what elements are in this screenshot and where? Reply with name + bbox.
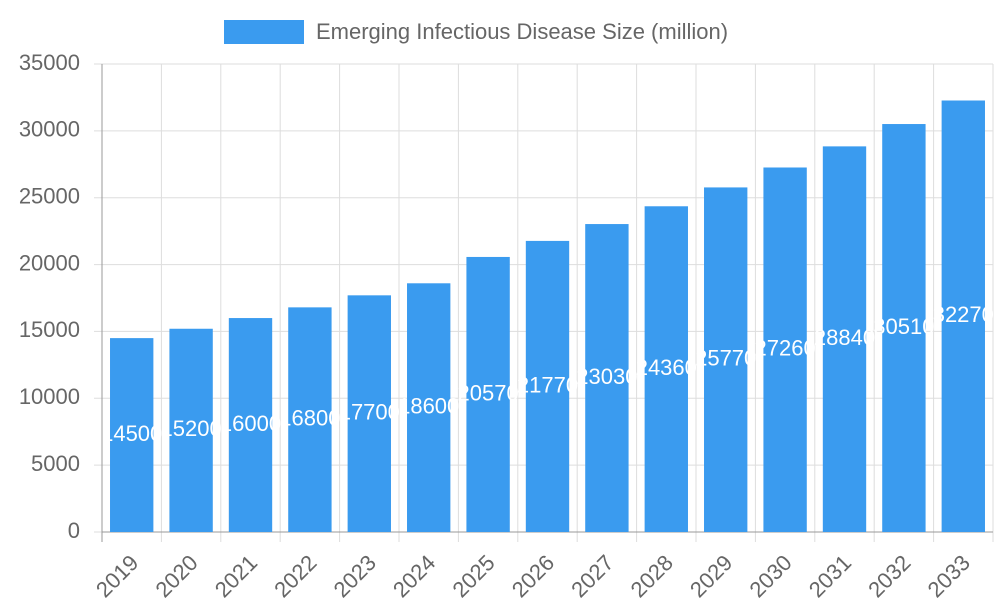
data-label: 14500 <box>101 421 162 446</box>
bar <box>585 224 629 532</box>
y-tick-label: 15000 <box>19 317 80 342</box>
bar <box>525 240 570 533</box>
legend-label: Emerging Infectious Disease Size (millio… <box>316 19 728 44</box>
x-tick-label: 2025 <box>447 550 499 600</box>
bar <box>110 338 154 532</box>
data-label: 20570 <box>458 380 519 405</box>
bar <box>704 187 748 533</box>
x-tick-label: 2023 <box>329 550 381 600</box>
bar <box>169 328 213 532</box>
data-label: 30510 <box>873 314 934 339</box>
x-tick-label: 2030 <box>744 550 796 600</box>
data-label: 27260 <box>755 336 816 361</box>
x-tick-label: 2029 <box>685 550 737 600</box>
y-tick-label: 5000 <box>31 451 80 476</box>
y-tick-label: 10000 <box>19 384 80 409</box>
data-label: 24360 <box>636 355 697 380</box>
bar <box>466 256 510 532</box>
x-tick-label: 2024 <box>388 550 440 600</box>
x-tick-label: 2032 <box>863 550 915 600</box>
bar <box>288 307 332 532</box>
x-tick-label: 2020 <box>150 550 202 600</box>
bar <box>228 318 273 532</box>
y-tick-label: 30000 <box>19 117 80 142</box>
bar <box>941 100 985 532</box>
bar <box>763 167 807 532</box>
y-tick-label: 20000 <box>19 250 80 275</box>
data-label: 32270 <box>933 302 994 327</box>
bar <box>347 295 391 532</box>
x-tick-label: 2033 <box>923 550 975 600</box>
y-tick-label: 35000 <box>19 50 80 75</box>
bar <box>407 283 451 532</box>
y-tick-label: 0 <box>68 518 80 543</box>
data-label: 17700 <box>339 399 400 424</box>
data-label: 16000 <box>220 411 281 436</box>
data-label: 16800 <box>279 405 340 430</box>
y-tick-label: 25000 <box>19 184 80 209</box>
x-tick-label: 2028 <box>626 550 678 600</box>
x-tick-label: 2022 <box>269 550 321 600</box>
data-label: 23030 <box>576 364 637 389</box>
legend-swatch <box>224 20 304 44</box>
x-tick-label: 2031 <box>804 550 856 600</box>
x-tick-label: 2027 <box>566 550 618 600</box>
bar <box>882 124 926 532</box>
bar <box>644 206 688 532</box>
data-label: 21770 <box>517 372 578 397</box>
data-label: 15200 <box>161 416 222 441</box>
data-label: 18600 <box>398 393 459 418</box>
x-tick-label: 2026 <box>507 550 559 600</box>
data-label: 25770 <box>695 346 756 371</box>
data-label: 28840 <box>814 325 875 350</box>
bar <box>822 146 867 533</box>
x-tick-label: 2019 <box>91 550 143 600</box>
x-tick-label: 2021 <box>210 550 262 600</box>
